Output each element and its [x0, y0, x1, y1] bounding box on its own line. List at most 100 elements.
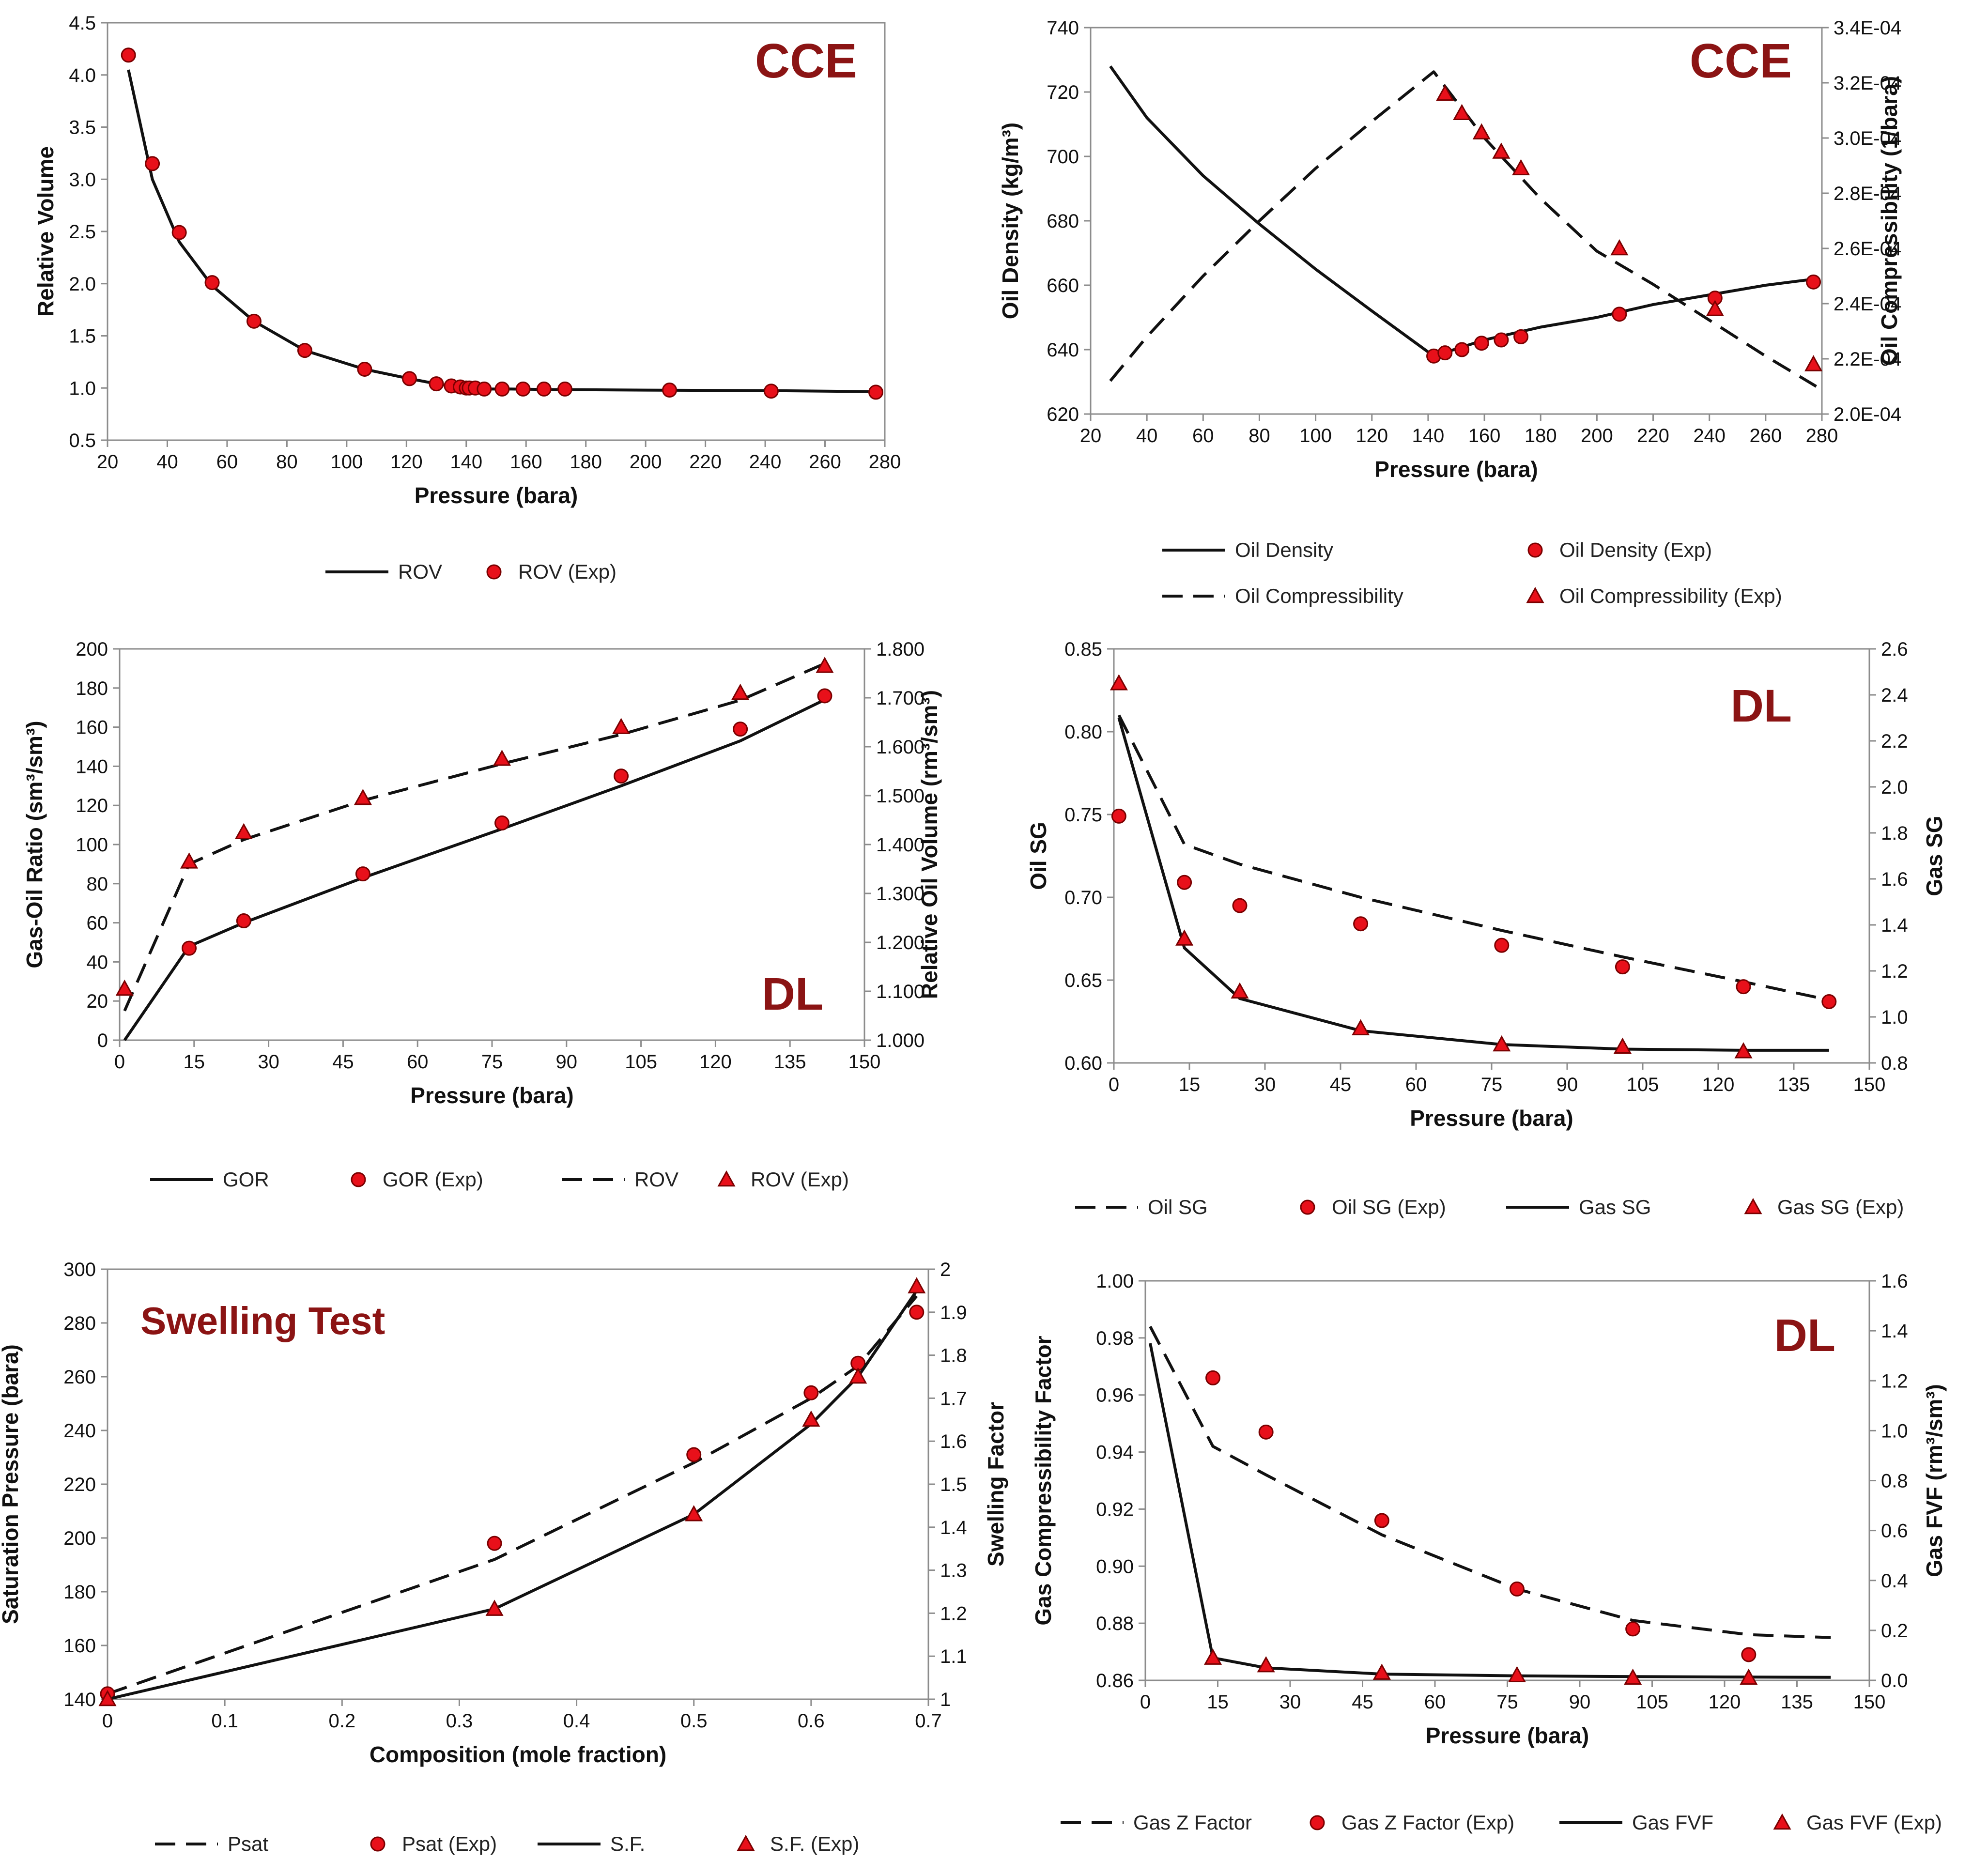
y2-tick-label: 2.4E-04 — [1834, 293, 1901, 315]
legend-label: Gas FVF (Exp) — [1806, 1811, 1942, 1834]
x-axis-label: Pressure (bara) — [1426, 1723, 1589, 1748]
x-tick-label: 150 — [1853, 1691, 1886, 1713]
data-point-triangle — [234, 823, 253, 840]
data-point-triangle — [731, 683, 750, 700]
y2-tick-label: 1.100 — [876, 981, 925, 1002]
data-point-circle — [1615, 959, 1630, 975]
x-tick-label: 100 — [330, 451, 363, 473]
data-point-circle — [246, 313, 262, 329]
data-point-triangle — [1706, 300, 1724, 316]
data-point-triangle — [180, 852, 199, 869]
data-point-circle — [1454, 342, 1470, 357]
chart-5: 0 0.1 0.2 0.3 0.4 0.5 0.6 0.7 140 160 180 200 220 240… — [0, 1259, 1008, 1855]
legend-item: Psat (Exp) — [370, 1832, 497, 1855]
x-tick-label: 60 — [216, 451, 238, 473]
legend: Oil SG Oil SG (Exp) Gas SG Gas SG (Exp) — [1075, 1196, 1904, 1218]
series-line-gor — [123, 698, 826, 1041]
x-tick-label: 220 — [689, 451, 722, 473]
y-tick-label: 180 — [76, 678, 108, 699]
data-point-triangle — [1175, 929, 1194, 946]
chart-4: 0 15 30 45 60 75 90 105 120 135 150 0.60 0.65 0.70 0.7… — [1026, 639, 1947, 1218]
y-tick-label: 0.96 — [1096, 1385, 1134, 1406]
y-tick-label: 680 — [1047, 211, 1079, 232]
data-point-triangle — [485, 1599, 504, 1616]
x-tick-label: 90 — [556, 1051, 578, 1073]
legend-item: Gas Z Factor (Exp) — [1310, 1811, 1514, 1834]
data-point-circle — [733, 722, 748, 737]
y2-tick-label: 1.4 — [940, 1517, 967, 1538]
y-tick-label: 1.0 — [69, 378, 96, 399]
series-line-gas-sg — [1117, 717, 1829, 1052]
series-line-oil-compressibility — [1109, 70, 1817, 388]
y-tick-label: 260 — [63, 1367, 96, 1388]
x-tick-label: 40 — [156, 451, 178, 473]
x-tick-label: 0 — [1140, 1691, 1151, 1713]
y2-tick-label: 2.6 — [1881, 639, 1908, 660]
data-point-circle — [477, 381, 492, 397]
y-tick-label: 0.70 — [1064, 887, 1102, 908]
y-tick-label: 2.0 — [69, 274, 96, 295]
y2-tick-label: 1.2 — [940, 1603, 967, 1624]
legend-circle-swatch — [351, 1172, 366, 1187]
y-tick-label: 40 — [87, 952, 108, 973]
data-point-triangle — [354, 788, 372, 805]
x-tick-label: 180 — [570, 451, 602, 473]
y2-tick-label: 1.1 — [940, 1646, 967, 1667]
data-point-triangle — [1110, 674, 1128, 691]
x-tick-label: 60 — [1192, 425, 1214, 446]
data-point-circle — [1474, 336, 1489, 351]
x-tick-label: 30 — [258, 1051, 279, 1073]
data-point-circle — [121, 47, 136, 63]
data-point-circle — [803, 1385, 819, 1400]
legend-label: S.F. (Exp) — [770, 1832, 859, 1855]
data-point-circle — [1177, 875, 1192, 890]
y-tick-label: 140 — [63, 1689, 96, 1710]
y-tick-label: 0.80 — [1064, 722, 1102, 743]
x-tick-label: 105 — [1627, 1074, 1659, 1095]
y-tick-label: 740 — [1047, 17, 1079, 39]
y2-tick-label: 1.9 — [940, 1302, 967, 1323]
x-tick-label: 20 — [1080, 425, 1102, 446]
x-tick-label: 0.7 — [915, 1710, 942, 1732]
y-tick-label: 20 — [87, 991, 108, 1012]
y2-tick-label: 1.600 — [876, 737, 925, 758]
legend-item: ROV — [562, 1168, 678, 1191]
data-point-circle — [182, 940, 197, 956]
legend: ROV ROV (Exp) — [325, 560, 616, 583]
y-tick-label: 200 — [76, 639, 108, 660]
x-tick-label: 40 — [1136, 425, 1158, 446]
y-tick-label: 80 — [87, 874, 108, 895]
x-tick-label: 240 — [749, 451, 782, 473]
y2-tick-label: 1.8 — [1881, 823, 1908, 844]
legend-item: Oil Compressibility (Exp) — [1526, 584, 1782, 607]
legend-label: Gas Z Factor — [1133, 1811, 1252, 1834]
data-point-triangle — [1493, 1035, 1511, 1052]
legend-label: Gas FVF — [1632, 1811, 1713, 1834]
y2-tick-label: 1.800 — [876, 639, 925, 660]
y-tick-label: 0.60 — [1064, 1053, 1102, 1074]
y2-tick-label: 2.8E-04 — [1834, 183, 1901, 204]
legend-label: Oil Compressibility — [1235, 584, 1403, 607]
y2-tick-label: 3.2E-04 — [1834, 73, 1901, 94]
legend-label: Psat (Exp) — [402, 1832, 497, 1855]
y2-tick-label: 2.4 — [1881, 685, 1908, 706]
y-tick-label: 100 — [76, 834, 108, 856]
legend-label: GOR (Exp) — [383, 1168, 483, 1191]
legend-circle-swatch — [1300, 1199, 1315, 1215]
chart-2: 20 40 60 80 100 120 140 160 180 200 220 240 260 280 62… — [998, 17, 1902, 607]
x-tick-label: 0.4 — [563, 1710, 590, 1732]
data-point-circle — [1821, 994, 1837, 1009]
y-axis-label: Gas Compressibility Factor — [1031, 1336, 1056, 1625]
data-point-circle — [297, 343, 312, 358]
x-tick-label: 220 — [1637, 425, 1669, 446]
x-tick-label: 120 — [1702, 1074, 1735, 1095]
y-tick-label: 300 — [63, 1259, 96, 1280]
y2-axis-label: Gas FVF (rm³/sm³) — [1922, 1384, 1947, 1577]
data-point-circle — [1741, 1647, 1757, 1662]
y-tick-label: 620 — [1047, 404, 1079, 425]
data-point-circle — [686, 1447, 702, 1462]
data-point-triangle — [1508, 1666, 1526, 1682]
legend-label: ROV (Exp) — [518, 560, 616, 583]
legend-circle-swatch — [370, 1836, 385, 1852]
data-point-circle — [1353, 916, 1369, 932]
